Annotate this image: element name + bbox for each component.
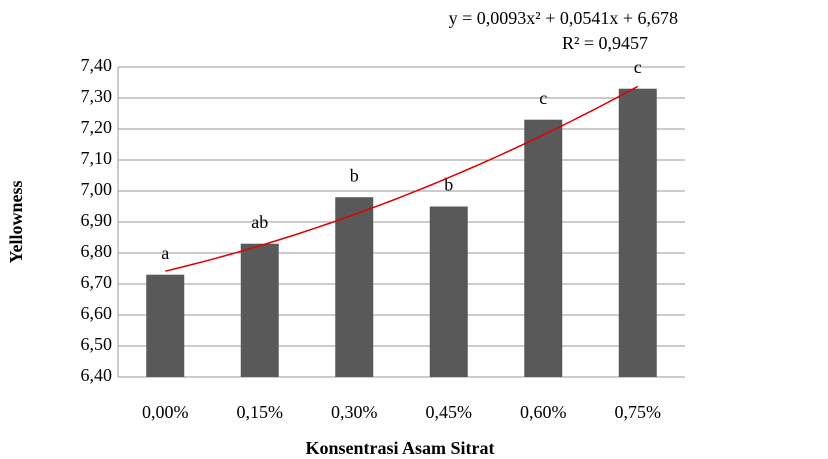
bar: [146, 274, 185, 377]
x-tick-label: 0,60%: [520, 402, 567, 422]
y-axis-title: Yellowness: [6, 180, 26, 263]
x-tick-label: 0,30%: [331, 402, 378, 422]
significance-label: c: [634, 57, 642, 77]
y-tick-label: 7,40: [81, 55, 113, 75]
x-tick-label: 0,00%: [142, 402, 189, 422]
x-tick-label: 0,75%: [615, 402, 662, 422]
y-tick-label: 6,90: [81, 210, 113, 230]
trendline-equation: y = 0,0093x² + 0,0541x + 6,678: [449, 8, 678, 28]
trendline-r-squared: R² = 0,9457: [562, 33, 648, 53]
bar: [618, 88, 657, 377]
y-tick-label: 7,10: [81, 148, 113, 168]
y-tick-label: 7,30: [81, 86, 113, 106]
x-tick-label: 0,45%: [426, 402, 473, 422]
bar: [429, 206, 468, 377]
significance-label: a: [161, 243, 169, 263]
y-tick-label: 6,70: [81, 272, 113, 292]
y-tick-label: 6,50: [81, 334, 113, 354]
trendline: [165, 85, 639, 272]
significance-label: b: [350, 165, 359, 185]
bar: [524, 119, 563, 377]
x-axis-title: Konsentrasi Asam Sitrat: [306, 438, 495, 458]
y-tick-label: 6,60: [81, 303, 113, 323]
y-tick-label: 6,80: [81, 241, 113, 261]
y-tick-label: 7,20: [81, 117, 113, 137]
x-tick-label: 0,15%: [237, 402, 284, 422]
significance-label: c: [539, 88, 547, 108]
y-tick-label: 6,40: [81, 365, 113, 385]
significance-label: ab: [251, 212, 268, 232]
significance-label: b: [444, 175, 453, 195]
y-tick-label: 7,00: [81, 179, 113, 199]
bar: [335, 197, 374, 377]
bar: [240, 243, 279, 377]
